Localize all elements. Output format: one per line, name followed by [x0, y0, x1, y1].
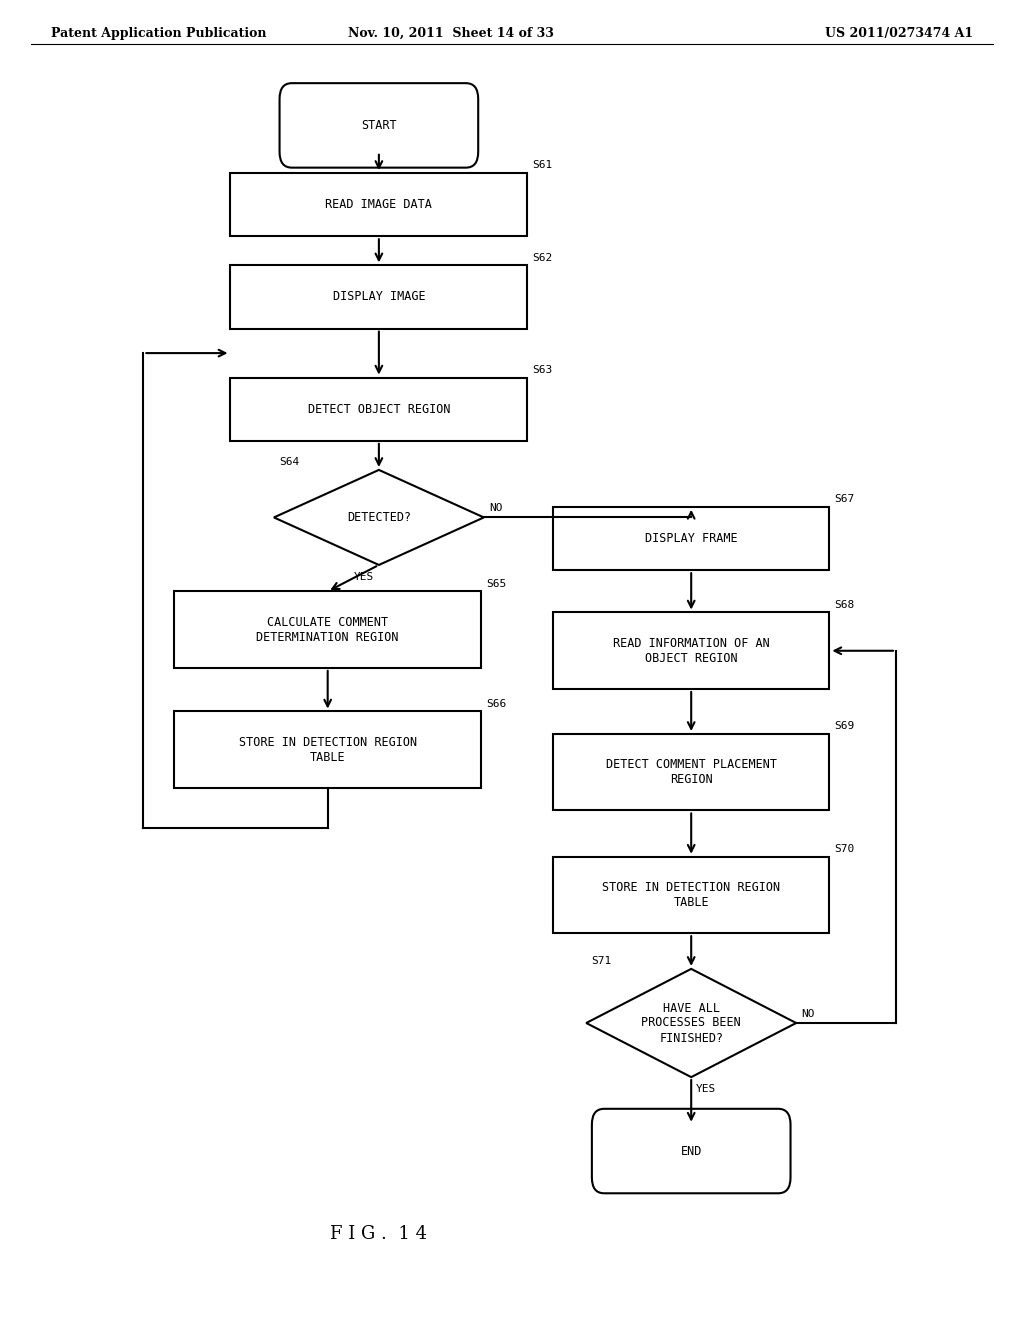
Text: S62: S62: [532, 252, 553, 263]
Text: Patent Application Publication: Patent Application Publication: [51, 26, 266, 40]
Text: S61: S61: [532, 160, 553, 170]
Text: YES: YES: [353, 572, 374, 582]
Text: DETECTED?: DETECTED?: [347, 511, 411, 524]
Bar: [230, 265, 527, 329]
Text: S66: S66: [486, 698, 507, 709]
Text: READ INFORMATION OF AN
OBJECT REGION: READ INFORMATION OF AN OBJECT REGION: [612, 636, 770, 665]
Bar: [174, 591, 481, 668]
Polygon shape: [586, 969, 797, 1077]
Text: STORE IN DETECTION REGION
TABLE: STORE IN DETECTION REGION TABLE: [602, 880, 780, 909]
Text: US 2011/0273474 A1: US 2011/0273474 A1: [824, 26, 973, 40]
Text: S71: S71: [592, 956, 611, 966]
Text: S70: S70: [835, 843, 855, 854]
Text: DETECT OBJECT REGION: DETECT OBJECT REGION: [307, 403, 451, 416]
Text: YES: YES: [696, 1084, 717, 1094]
Text: Nov. 10, 2011  Sheet 14 of 33: Nov. 10, 2011 Sheet 14 of 33: [347, 26, 554, 40]
Bar: [553, 612, 829, 689]
Text: STORE IN DETECTION REGION
TABLE: STORE IN DETECTION REGION TABLE: [239, 735, 417, 764]
Text: NO: NO: [489, 503, 503, 513]
Text: READ IMAGE DATA: READ IMAGE DATA: [326, 198, 432, 211]
FancyBboxPatch shape: [280, 83, 478, 168]
Text: HAVE ALL
PROCESSES BEEN
FINISHED?: HAVE ALL PROCESSES BEEN FINISHED?: [641, 1002, 741, 1044]
Text: DETECT COMMENT PLACEMENT
REGION: DETECT COMMENT PLACEMENT REGION: [606, 758, 776, 787]
Text: S69: S69: [835, 721, 855, 731]
Bar: [230, 173, 527, 236]
Bar: [553, 734, 829, 810]
FancyBboxPatch shape: [592, 1109, 791, 1193]
Text: DISPLAY IMAGE: DISPLAY IMAGE: [333, 290, 425, 304]
Bar: [174, 711, 481, 788]
Text: END: END: [681, 1144, 701, 1158]
Text: S63: S63: [532, 364, 553, 375]
Bar: [230, 378, 527, 441]
Text: F I G .  1 4: F I G . 1 4: [331, 1225, 427, 1243]
Text: S68: S68: [835, 599, 855, 610]
Text: S64: S64: [279, 457, 299, 467]
Text: NO: NO: [802, 1008, 815, 1019]
Text: S67: S67: [835, 494, 855, 504]
Polygon shape: [274, 470, 483, 565]
Text: S65: S65: [486, 578, 507, 589]
Text: START: START: [361, 119, 396, 132]
Bar: [553, 857, 829, 933]
Text: DISPLAY FRAME: DISPLAY FRAME: [645, 532, 737, 545]
Bar: [553, 507, 829, 570]
Text: CALCULATE COMMENT
DETERMINATION REGION: CALCULATE COMMENT DETERMINATION REGION: [256, 615, 399, 644]
